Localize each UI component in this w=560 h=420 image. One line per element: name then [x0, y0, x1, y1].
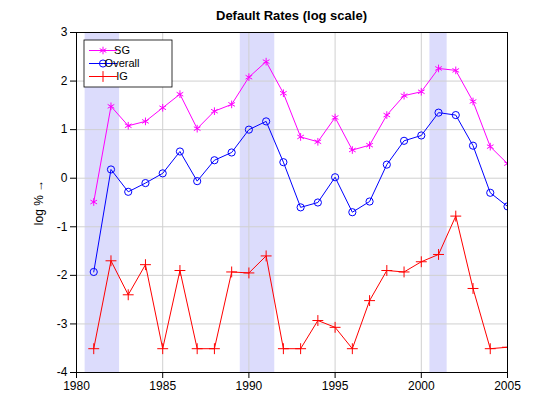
svg-text:0: 0 — [61, 171, 68, 185]
svg-text:Default Rates (log scale): Default Rates (log scale) — [216, 8, 367, 23]
svg-text:2000: 2000 — [408, 379, 435, 393]
svg-text:log % →: log % → — [32, 180, 46, 225]
svg-text:1980: 1980 — [63, 379, 90, 393]
svg-text:2005: 2005 — [494, 379, 521, 393]
svg-text:1990: 1990 — [236, 379, 263, 393]
svg-text:1985: 1985 — [149, 379, 176, 393]
svg-text:1995: 1995 — [322, 379, 349, 393]
svg-text:2: 2 — [61, 74, 68, 88]
svg-text:-4: -4 — [57, 365, 68, 379]
svg-text:-2: -2 — [57, 268, 68, 282]
svg-text:1: 1 — [61, 122, 68, 136]
svg-text:Overall: Overall — [105, 57, 140, 69]
svg-text:SG: SG — [114, 44, 130, 56]
svg-text:-3: -3 — [57, 317, 68, 331]
svg-text:3: 3 — [61, 25, 68, 39]
svg-text:IG: IG — [116, 70, 128, 82]
svg-text:-1: -1 — [57, 220, 68, 234]
